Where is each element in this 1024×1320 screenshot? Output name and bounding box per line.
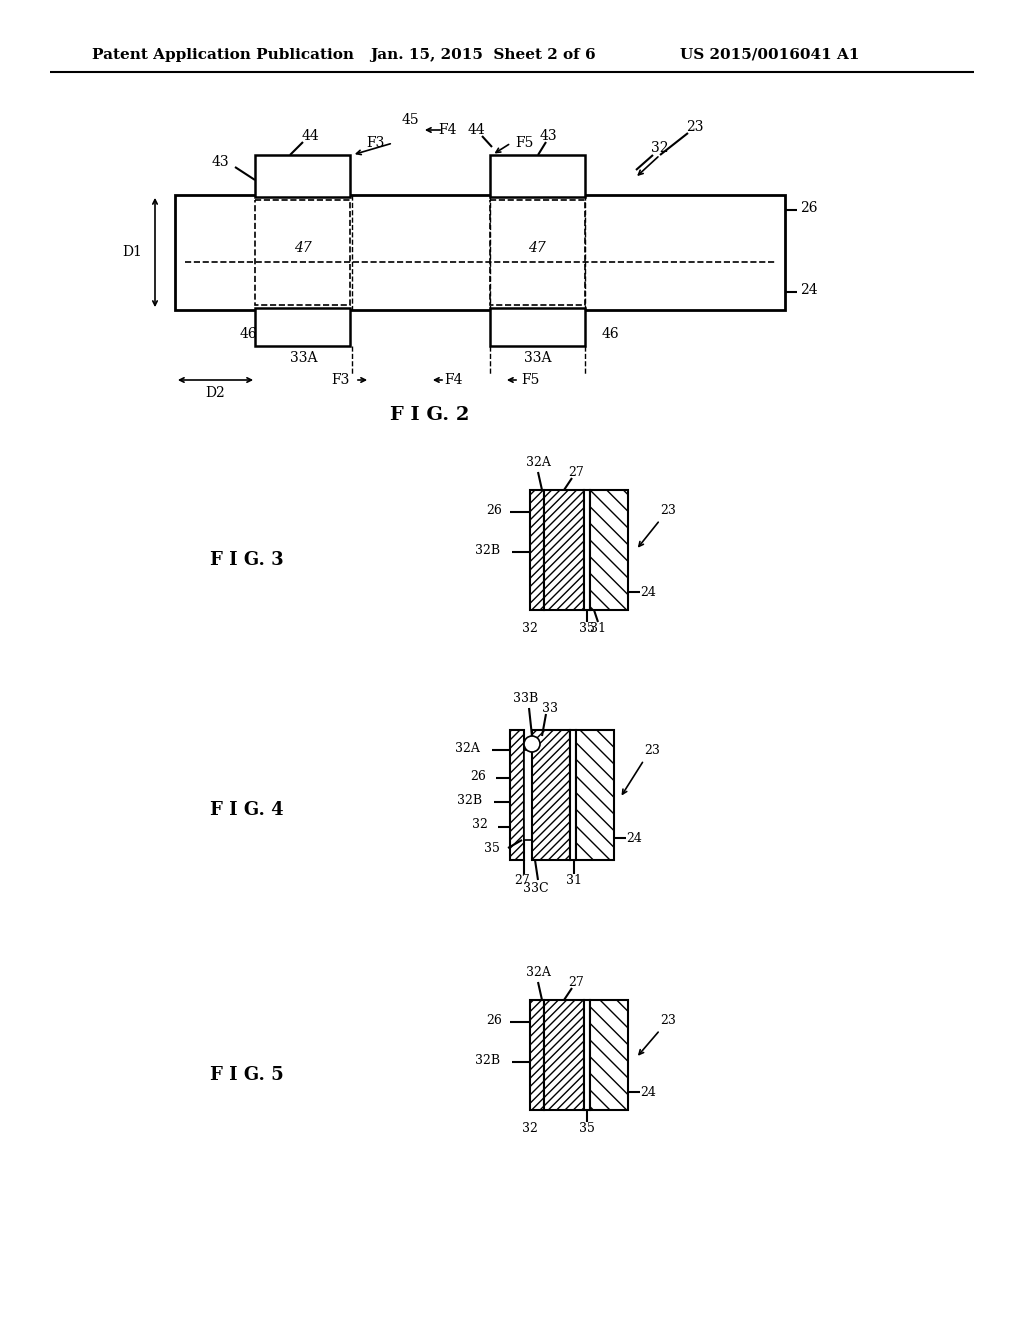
Text: 35: 35 [579, 1122, 595, 1134]
Bar [570, 730, 575, 861]
Bar [544, 490, 584, 610]
Text: 23: 23 [686, 120, 703, 135]
Bar [530, 490, 544, 610]
Bar [530, 1001, 544, 1110]
Text: 26: 26 [486, 503, 502, 516]
Text: 26: 26 [486, 1014, 502, 1027]
Bar [255, 154, 350, 197]
Text: 32A: 32A [525, 455, 551, 469]
Text: 24: 24 [640, 1085, 656, 1098]
Bar [590, 1001, 628, 1110]
Text: 24: 24 [640, 586, 656, 598]
Text: 46: 46 [240, 327, 257, 341]
Text: 27: 27 [568, 466, 584, 479]
Bar [532, 730, 570, 861]
Bar [490, 201, 585, 305]
Text: Patent Application Publication: Patent Application Publication [92, 48, 354, 62]
Bar [490, 308, 585, 346]
Bar [175, 195, 785, 310]
Text: F3: F3 [366, 136, 384, 150]
Text: F4: F4 [438, 123, 458, 137]
Text: D1: D1 [122, 246, 142, 259]
Text: 24: 24 [626, 832, 642, 845]
Text: 23: 23 [644, 743, 659, 756]
Text: 26: 26 [800, 201, 817, 215]
Text: 47: 47 [528, 242, 546, 255]
Text: 23: 23 [660, 1014, 676, 1027]
Bar [584, 490, 590, 610]
Bar [490, 154, 585, 197]
Bar [584, 1001, 590, 1110]
Text: 47: 47 [294, 242, 312, 255]
Text: Jan. 15, 2015  Sheet 2 of 6: Jan. 15, 2015 Sheet 2 of 6 [370, 48, 596, 62]
Text: 33A: 33A [524, 351, 552, 366]
Text: F I G. 3: F I G. 3 [210, 550, 284, 569]
Text: 27: 27 [514, 874, 529, 887]
Text: 33C: 33C [523, 882, 549, 895]
Text: 35: 35 [579, 622, 595, 635]
Text: 32: 32 [651, 141, 669, 154]
Text: 32A: 32A [525, 965, 551, 978]
Text: F3: F3 [331, 374, 349, 387]
Text: F I G. 5: F I G. 5 [210, 1067, 284, 1084]
Text: 32B: 32B [475, 544, 500, 557]
Bar [575, 730, 614, 861]
Text: 43: 43 [211, 154, 228, 169]
Text: 32A: 32A [455, 742, 480, 755]
Text: 23: 23 [660, 503, 676, 516]
Text: 24: 24 [800, 282, 817, 297]
Text: 44: 44 [301, 129, 318, 143]
Text: F4: F4 [444, 374, 463, 387]
Text: 33A: 33A [290, 351, 317, 366]
Text: F5: F5 [521, 374, 540, 387]
Text: 43: 43 [540, 129, 557, 143]
Text: F5: F5 [515, 136, 534, 150]
Circle shape [524, 737, 540, 752]
Text: 44: 44 [467, 123, 485, 137]
Text: 27: 27 [568, 975, 584, 989]
Text: F I G. 4: F I G. 4 [210, 801, 284, 818]
Bar [255, 308, 350, 346]
Text: 26: 26 [470, 770, 486, 783]
Text: 33: 33 [542, 701, 558, 714]
Text: 32: 32 [472, 818, 488, 832]
Text: US 2015/0016041 A1: US 2015/0016041 A1 [680, 48, 859, 62]
Bar [524, 750, 532, 840]
Text: 31: 31 [590, 622, 606, 635]
Text: 33B: 33B [513, 692, 539, 705]
Text: 32B: 32B [457, 793, 482, 807]
Text: 32: 32 [522, 622, 538, 635]
Bar [590, 490, 628, 610]
Text: 35: 35 [484, 842, 500, 854]
Text: 45: 45 [401, 114, 419, 127]
Text: 31: 31 [566, 874, 582, 887]
Bar [510, 730, 524, 861]
Text: 46: 46 [601, 327, 618, 341]
Text: D2: D2 [205, 385, 225, 400]
Text: F I G. 2: F I G. 2 [390, 407, 470, 424]
Bar [255, 201, 350, 305]
Text: 32: 32 [522, 1122, 538, 1134]
Text: 32B: 32B [475, 1053, 500, 1067]
Bar [544, 1001, 584, 1110]
